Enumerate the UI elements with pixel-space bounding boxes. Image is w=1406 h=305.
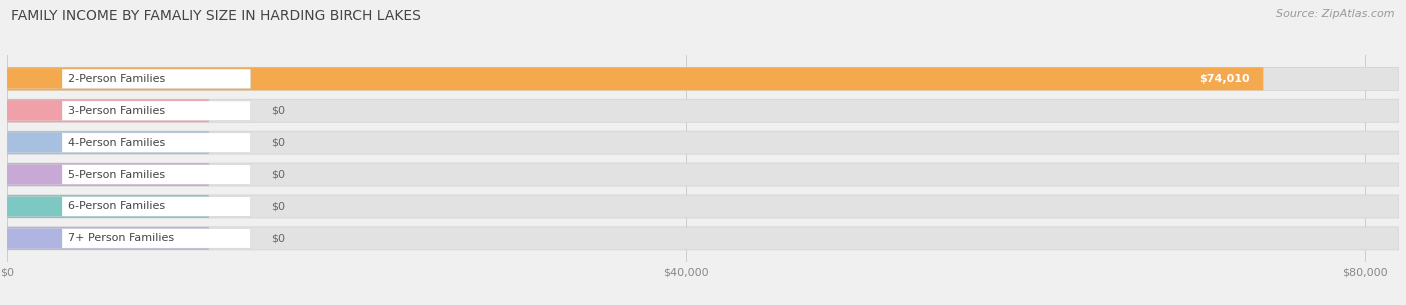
FancyBboxPatch shape (7, 195, 209, 218)
FancyBboxPatch shape (7, 69, 62, 88)
Text: 3-Person Families: 3-Person Families (69, 106, 166, 116)
FancyBboxPatch shape (7, 101, 250, 120)
FancyBboxPatch shape (7, 69, 250, 88)
Text: $74,010: $74,010 (1199, 74, 1250, 84)
FancyBboxPatch shape (7, 165, 250, 184)
FancyBboxPatch shape (7, 197, 250, 216)
FancyBboxPatch shape (7, 163, 1399, 186)
FancyBboxPatch shape (7, 131, 1399, 154)
FancyBboxPatch shape (7, 131, 209, 154)
Text: $0: $0 (271, 138, 285, 148)
Text: FAMILY INCOME BY FAMALIY SIZE IN HARDING BIRCH LAKES: FAMILY INCOME BY FAMALIY SIZE IN HARDING… (11, 9, 422, 23)
FancyBboxPatch shape (7, 165, 62, 184)
FancyBboxPatch shape (7, 227, 209, 250)
Text: 2-Person Families: 2-Person Families (69, 74, 166, 84)
Text: $0: $0 (271, 106, 285, 116)
Text: 4-Person Families: 4-Person Families (69, 138, 166, 148)
FancyBboxPatch shape (7, 133, 250, 152)
FancyBboxPatch shape (7, 99, 209, 122)
FancyBboxPatch shape (7, 101, 62, 120)
FancyBboxPatch shape (7, 229, 62, 248)
FancyBboxPatch shape (7, 197, 62, 216)
FancyBboxPatch shape (7, 99, 1399, 122)
FancyBboxPatch shape (7, 67, 1399, 90)
FancyBboxPatch shape (7, 133, 62, 152)
Text: Source: ZipAtlas.com: Source: ZipAtlas.com (1277, 9, 1395, 19)
Text: $0: $0 (271, 233, 285, 243)
FancyBboxPatch shape (7, 195, 1399, 218)
Text: $0: $0 (271, 170, 285, 180)
FancyBboxPatch shape (7, 229, 250, 248)
FancyBboxPatch shape (7, 67, 1264, 90)
Text: 7+ Person Families: 7+ Person Families (69, 233, 174, 243)
Text: $0: $0 (271, 202, 285, 211)
FancyBboxPatch shape (7, 163, 209, 186)
Text: 5-Person Families: 5-Person Families (69, 170, 166, 180)
FancyBboxPatch shape (7, 227, 1399, 250)
Text: 6-Person Families: 6-Person Families (69, 202, 166, 211)
